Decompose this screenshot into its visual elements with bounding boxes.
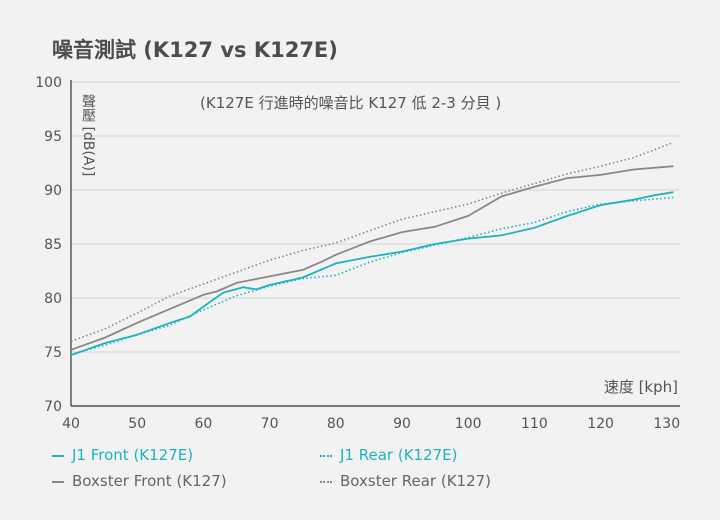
x-tick-label: 90 — [393, 416, 411, 432]
legend-swatch-boxster-front — [52, 480, 64, 483]
y-axis-label: 聲壓 [dB(A)] — [80, 94, 96, 177]
legend-item-boxster-rear: Boxster Rear (K127) — [320, 472, 491, 490]
x-tick-label: 120 — [587, 416, 614, 432]
legend-label-boxster-front: Boxster Front (K127) — [72, 472, 227, 490]
y-tick-label: 70 — [44, 399, 62, 415]
chart-subtitle: (K127E 行進時的噪音比 K127 低 2-3 分貝 ) — [200, 94, 502, 112]
legend-label-j1-front: J1 Front (K127E) — [72, 446, 194, 464]
legend-swatch-boxster-rear — [320, 480, 332, 483]
x-tick-label: 100 — [455, 416, 482, 432]
chart-title: 噪音測試 (K127 vs K127E) — [52, 38, 338, 62]
y-tick-label: 75 — [44, 345, 62, 361]
x-tick-label: 80 — [327, 416, 345, 432]
x-tick-label: 110 — [521, 416, 548, 432]
series-line-j1-front-k127e — [70, 191, 674, 357]
x-tick-label: 70 — [261, 416, 279, 432]
y-tick-label: 100 — [35, 75, 62, 91]
x-tick-label: 50 — [128, 416, 146, 432]
legend-swatch-j1-rear — [320, 454, 332, 457]
legend-label-j1-rear: J1 Rear (K127E) — [340, 446, 458, 464]
y-tick-label: 95 — [44, 129, 62, 145]
x-axis-label: 速度 [kph] — [603, 378, 678, 396]
y-tick-label: 85 — [44, 237, 62, 253]
x-tick-label: 60 — [194, 416, 212, 432]
y-tick-label: 90 — [44, 183, 62, 199]
legend-item-j1-front: J1 Front (K127E) — [52, 446, 193, 464]
series-line-boxster-rear-k127 — [70, 141, 674, 342]
legend-swatch-j1-front — [52, 454, 64, 457]
series-line-j1-rear-k127e — [70, 196, 674, 355]
series-line-boxster-front-k127 — [70, 165, 674, 351]
legend-label-boxster-rear: Boxster Rear (K127) — [340, 472, 492, 490]
legend-item-boxster-front: Boxster Front (K127) — [52, 472, 227, 490]
x-tick-label: 130 — [653, 416, 680, 432]
x-tick-label: 40 — [62, 416, 80, 432]
y-tick-label: 80 — [44, 291, 62, 307]
legend-item-j1-rear: J1 Rear (K127E) — [320, 446, 458, 464]
